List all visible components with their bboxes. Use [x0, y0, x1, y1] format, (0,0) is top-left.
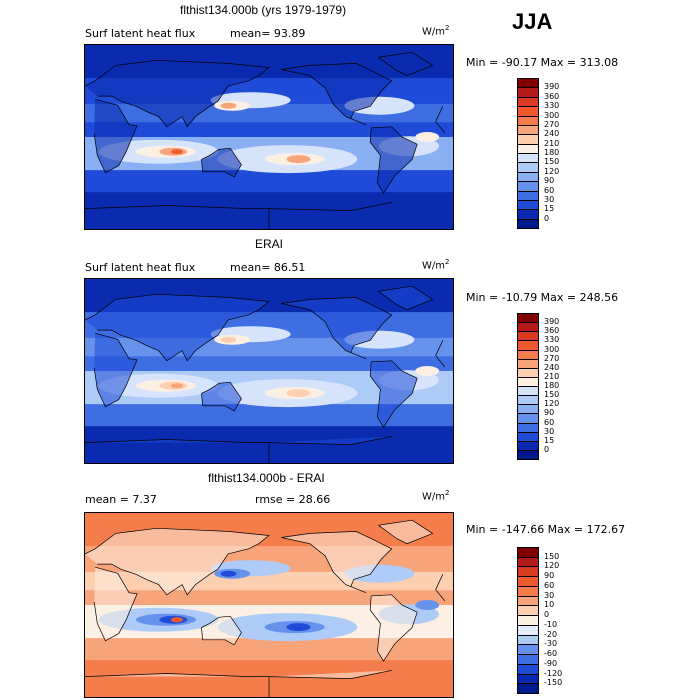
colorbar-swatch: [517, 449, 539, 460]
colorbar-label: 30: [544, 194, 555, 204]
panel-2-units: W/m2: [422, 258, 450, 272]
colorbar-label: 15: [544, 204, 555, 214]
colorbar-label: 0: [544, 213, 550, 223]
panel-2-title: ERAI: [255, 237, 284, 251]
panel-1-minmax: Min = -90.17 Max = 313.08: [466, 56, 619, 69]
colorbar-label: 270: [544, 353, 560, 363]
colorbar-label: 150: [544, 157, 560, 167]
map-field: [85, 513, 453, 697]
colorbar-label: 30: [544, 426, 555, 436]
colorbar-label: 390: [544, 82, 560, 92]
colorbar-label: 120: [544, 561, 560, 571]
panel-2-mean: mean= 86.51: [230, 261, 306, 274]
panel-3-title: flthist134.000b - ERAI: [208, 471, 325, 485]
map-field: [85, 279, 453, 463]
colorbar-label: 90: [544, 176, 555, 186]
panel-2-colorbar: 390 360 330 300 270 240 210 180 150 120 90 60 30 15 0: [517, 313, 577, 460]
colorbar-label: -150: [544, 678, 563, 688]
colorbar-label: 150: [544, 390, 560, 400]
colorbar-label: -120: [544, 668, 563, 678]
colorbar-label: 90: [544, 408, 555, 418]
season-label: JJA: [512, 9, 553, 34]
colorbar-label: 390: [544, 317, 560, 327]
colorbar-label: 60: [544, 580, 555, 590]
panel-3-units: W/m2: [422, 489, 450, 503]
colorbar-label: 150: [544, 551, 560, 561]
colorbar-label: 360: [544, 91, 560, 101]
colorbar-swatch: [517, 683, 539, 694]
colorbar-label: -90: [544, 658, 558, 668]
panel-3-rmse: rmse = 28.66: [255, 493, 331, 506]
colorbar-label: 360: [544, 326, 560, 336]
colorbar-label: 60: [544, 417, 555, 427]
colorbar-swatch: [517, 218, 539, 229]
panel-3-minmax: Min = -147.66 Max = 172.67: [466, 523, 626, 536]
colorbar-label: 210: [544, 138, 560, 148]
colorbar-label: 240: [544, 362, 560, 372]
panel-1-title: flthist134.000b (yrs 1979-1979): [180, 3, 347, 17]
colorbar-label: -60: [544, 649, 558, 659]
panel-3-colorbar: 150 120 90 60 30 10 0 -10 -20 -30 -60 -90 -120 -150: [517, 547, 577, 694]
colorbar-label: 120: [544, 166, 560, 176]
panel-2-variable: Surf latent heat flux: [85, 261, 196, 274]
panel-1-map: [84, 44, 454, 230]
colorbar-label: 300: [544, 110, 560, 120]
colorbar-label: 30: [544, 590, 555, 600]
colorbar-label: 15: [544, 435, 555, 445]
colorbar-label: 0: [544, 610, 550, 620]
panel-2-map: [84, 278, 454, 464]
panel-1-units: W/m2: [422, 24, 450, 38]
colorbar-label: -30: [544, 639, 558, 649]
colorbar-label: 330: [544, 335, 560, 345]
colorbar-label: 330: [544, 101, 560, 111]
panel-2-minmax: Min = -10.79 Max = 248.56: [466, 291, 619, 304]
panel-1-colorbar: 390 360 330 300 270 240 210 180 150 120 90 60 30 15 0: [517, 78, 577, 229]
colorbar-label: -20: [544, 629, 558, 639]
panel-3-mean: mean = 7.37: [85, 493, 157, 506]
colorbar-label: 270: [544, 119, 560, 129]
colorbar-label: 210: [544, 371, 560, 381]
panel-3-map: [84, 512, 454, 698]
colorbar-label: 120: [544, 399, 560, 409]
colorbar-label: 300: [544, 344, 560, 354]
panel-1-mean: mean= 93.89: [230, 27, 306, 40]
colorbar-label: 180: [544, 148, 560, 157]
colorbar-label: 90: [544, 571, 555, 581]
colorbar-label: 240: [544, 129, 560, 139]
map-field: [85, 45, 453, 229]
colorbar-label: 180: [544, 381, 560, 390]
colorbar-label: -10: [544, 619, 558, 629]
panel-1-variable: Surf latent heat flux: [85, 27, 196, 40]
colorbar-label: 10: [544, 600, 555, 610]
colorbar-label: 0: [544, 444, 550, 454]
colorbar-label: 60: [544, 185, 555, 195]
